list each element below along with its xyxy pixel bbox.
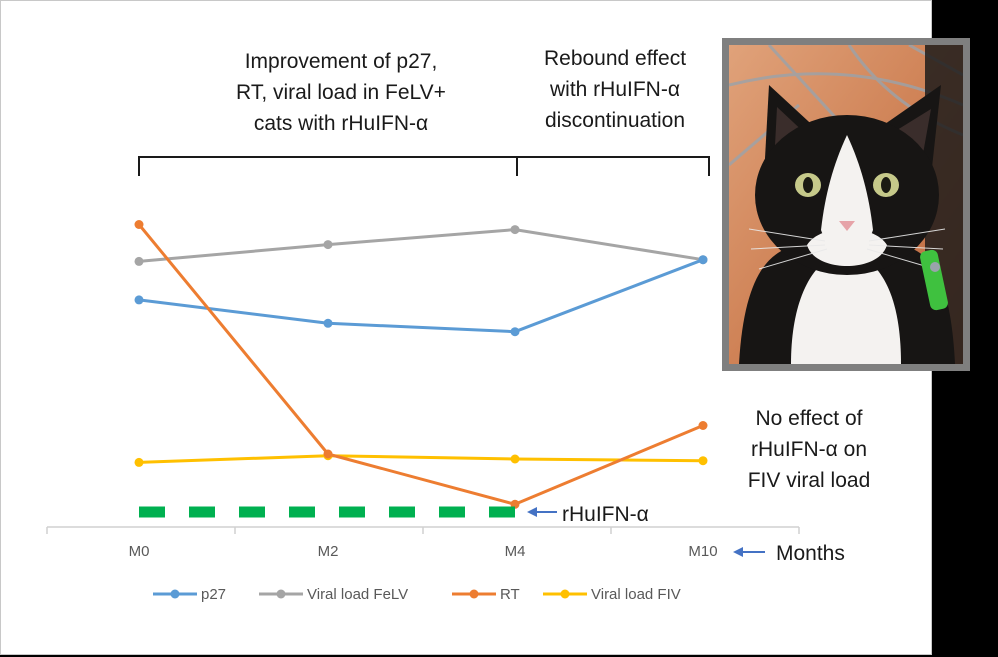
treatment-label: rHuIFN-α <box>562 503 649 526</box>
series-line-rt <box>137 223 704 506</box>
legend-marker-fiv <box>560 589 570 599</box>
x-tick-label: M10 <box>688 543 717 560</box>
data-point-fiv <box>510 454 520 464</box>
annotation-line: Improvement of p27, <box>244 50 438 73</box>
series-layer <box>134 220 708 509</box>
collar-tag <box>920 249 948 311</box>
data-point-p27 <box>698 255 708 265</box>
annotation-rebound: Rebound effect with rHuIFN-α discontinua… <box>517 43 713 136</box>
data-point-p27 <box>510 327 520 337</box>
cat-photo <box>722 38 970 371</box>
annotation-line: No effect of <box>755 407 863 430</box>
x-tick-label: M4 <box>505 543 526 560</box>
legend: p27 Viral load FeLV RT Viral load FIV <box>153 586 681 603</box>
data-point-felv <box>510 225 520 235</box>
legend-label-p27: p27 <box>201 586 226 603</box>
cat-pupil-left <box>803 177 813 193</box>
cat-chest <box>791 250 901 364</box>
line-chart: M0 M2 M4 M10 p27 Viral load FeLV RT Viral load… <box>46 156 845 603</box>
annotation-line: FIV viral load <box>747 469 871 492</box>
months-label: Months <box>776 542 845 565</box>
data-point-rt <box>134 220 144 229</box>
bracket-rebound <box>516 156 710 176</box>
cat-muzzle <box>807 228 887 266</box>
months-arrow-head <box>733 547 743 557</box>
series-line-p27 <box>138 258 704 334</box>
data-point-rt <box>698 421 708 430</box>
cat-nose <box>839 221 855 231</box>
data-point-p27 <box>323 318 333 328</box>
series-line-fiv <box>138 454 704 464</box>
data-point-felv <box>134 256 144 266</box>
data-point-rt <box>323 449 333 459</box>
legend-marker-felv <box>276 589 286 599</box>
treatment-arrow-head <box>527 507 537 517</box>
data-point-felv <box>323 240 333 250</box>
legend-label-fiv: Viral load FIV <box>591 586 681 603</box>
data-point-p27 <box>134 295 144 305</box>
cat-blaze <box>821 135 873 249</box>
data-point-fiv <box>134 457 144 467</box>
x-axis: M0 M2 M4 M10 <box>46 526 800 560</box>
annotation-no-effect: No effect of rHuIFN-α on FIV viral load <box>729 403 889 496</box>
data-point-fiv <box>698 456 708 466</box>
annotation-line: cats with rHuIFN-α <box>253 112 429 135</box>
annotation-line: Rebound effect <box>543 47 687 70</box>
bracket-treatment <box>138 156 518 176</box>
annotation-line: discontinuation <box>544 109 686 132</box>
legend-marker-rt <box>469 589 479 599</box>
period-brackets <box>138 156 710 176</box>
annotation-improvement: Improvement of p27, RT, viral load in Fe… <box>171 46 511 139</box>
pointers: rHuIFN-α Months <box>527 503 845 565</box>
x-tick-label: M0 <box>129 543 150 560</box>
cat-illustration <box>729 45 963 364</box>
series-line-felv <box>138 228 704 263</box>
legend-label-felv: Viral load FeLV <box>307 586 408 603</box>
annotation-line: with rHuIFN-α <box>550 78 680 101</box>
x-tick-label: M2 <box>318 543 339 560</box>
annotation-line: rHuIFN-α on <box>751 438 867 461</box>
cat-pupil-right <box>881 177 891 193</box>
legend-marker-p27 <box>170 589 180 599</box>
legend-label-rt: RT <box>500 586 520 603</box>
annotation-line: RT, viral load in FeLV+ <box>236 81 446 104</box>
